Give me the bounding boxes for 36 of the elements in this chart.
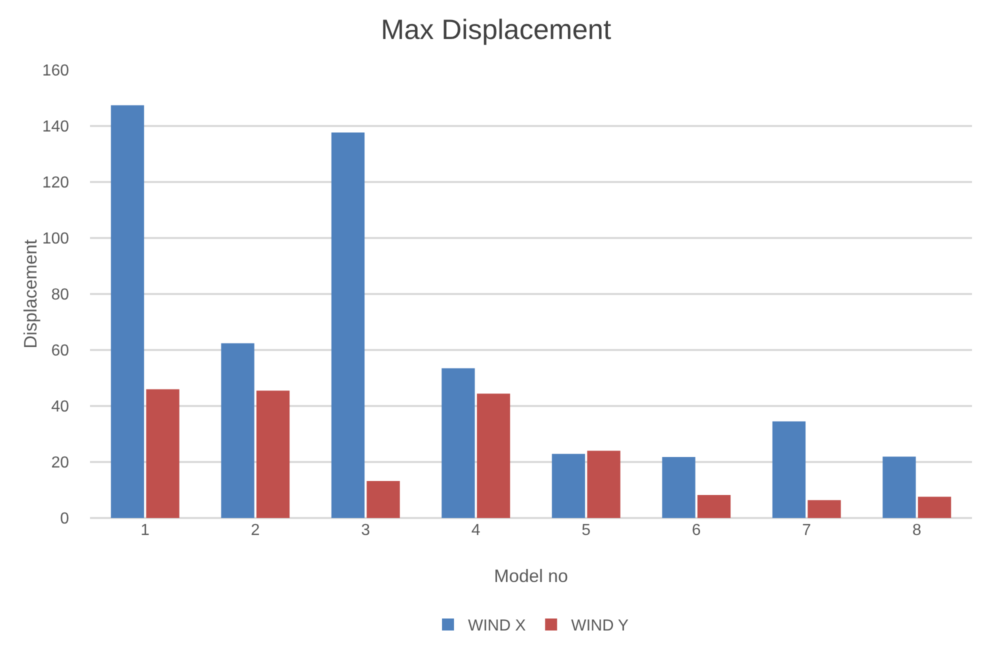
bar (256, 390, 290, 518)
bar (808, 500, 841, 518)
y-tick-label: 40 (51, 398, 70, 416)
y-tick-label: 140 (42, 118, 70, 136)
bar (882, 456, 916, 518)
bar (221, 343, 254, 518)
bar (918, 496, 952, 518)
bar (587, 450, 620, 518)
x-tick-label: 4 (471, 522, 480, 539)
bar (442, 368, 475, 518)
x-axis-title: Model no (494, 566, 568, 586)
bar (772, 421, 806, 518)
x-tick-label: 7 (802, 522, 812, 539)
y-axis-title: Displacement (20, 239, 40, 349)
y-tick-label: 120 (42, 174, 70, 192)
bar (366, 481, 400, 518)
x-tick-label: 5 (582, 522, 591, 539)
x-tick-label: 1 (140, 522, 150, 539)
y-tick-label: 60 (51, 342, 70, 360)
bar (476, 394, 510, 518)
bar (110, 105, 144, 518)
y-tick-label: 160 (42, 62, 70, 80)
bar (552, 454, 586, 518)
bar (146, 389, 180, 518)
y-tick-label: 20 (51, 454, 70, 472)
y-tick-label: 100 (42, 230, 70, 248)
x-tick-label: 6 (692, 522, 701, 539)
y-tick-label: 0 (60, 510, 70, 528)
x-tick-label: 2 (250, 522, 260, 539)
x-tick-label: 8 (912, 522, 922, 539)
chart-title: Max Displacement (380, 14, 612, 46)
x-tick-label: 3 (361, 522, 370, 539)
y-tick-label: 80 (51, 286, 70, 304)
bar (697, 495, 731, 518)
bar (662, 456, 696, 518)
bar (331, 132, 365, 518)
